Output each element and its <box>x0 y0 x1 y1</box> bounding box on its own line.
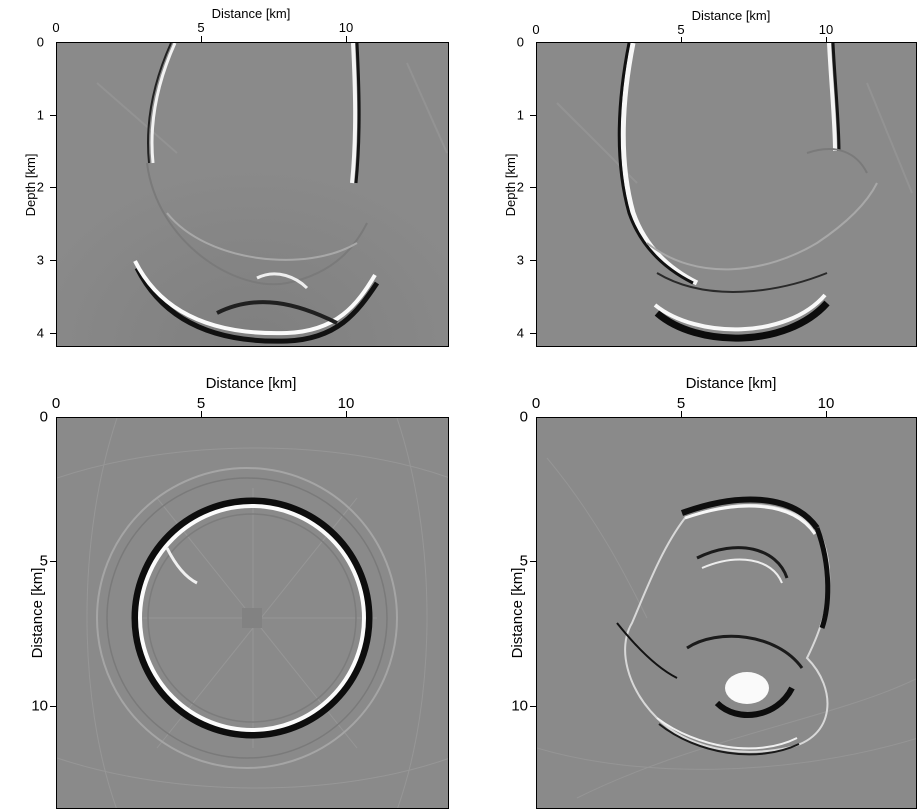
x-tick-mark <box>681 411 682 417</box>
y-tick-label: 5 <box>39 552 48 570</box>
y-tick-label: 2 <box>516 179 524 195</box>
x-axis-label: Distance [km] <box>685 375 777 392</box>
y-tick-mark <box>530 260 536 261</box>
x-tick-label: 0 <box>531 395 541 412</box>
y-tick-label: 1 <box>36 107 44 123</box>
y-axis-label: Distance [km] <box>508 567 526 659</box>
x-axis-label: Distance [km] <box>211 6 291 21</box>
x-tick-label: 10 <box>338 20 354 35</box>
x-axis-label: Distance [km] <box>205 375 297 392</box>
y-tick-label: 4 <box>36 325 44 341</box>
y-tick-mark <box>50 115 56 116</box>
y-tick-mark <box>530 561 536 562</box>
y-tick-mark <box>530 333 536 334</box>
depth-slice-bottom-right <box>536 417 917 809</box>
x-tick-label: 5 <box>676 395 686 412</box>
y-tick-label: 10 <box>31 697 48 715</box>
x-tick-mark <box>826 37 827 43</box>
x-tick-label: 10 <box>818 22 834 37</box>
x-tick-label: 10 <box>817 395 835 412</box>
x-tick-mark <box>346 36 347 42</box>
x-tick-mark <box>681 37 682 43</box>
x-tick-label: 0 <box>52 20 60 35</box>
y-tick-label: 0 <box>519 408 528 426</box>
y-tick-mark <box>50 706 56 707</box>
depth-slice-bottom-left <box>56 417 449 809</box>
y-tick-mark <box>50 260 56 261</box>
x-tick-label: 5 <box>677 22 685 37</box>
x-tick-label: 5 <box>196 395 206 412</box>
x-tick-label: 10 <box>337 395 355 412</box>
y-axis-label: Distance [km] <box>28 567 46 659</box>
y-tick-label: 0 <box>36 34 44 50</box>
y-tick-label: 0 <box>516 34 524 50</box>
x-tick-mark <box>826 411 827 417</box>
y-tick-label: 5 <box>519 552 528 570</box>
y-tick-label: 4 <box>516 325 524 341</box>
y-tick-label: 3 <box>36 252 44 268</box>
x-axis-label: Distance [km] <box>691 8 771 23</box>
x-tick-mark <box>201 411 202 417</box>
x-tick-label: 0 <box>532 22 540 37</box>
x-tick-mark <box>201 36 202 42</box>
y-tick-mark <box>50 561 56 562</box>
y-tick-label: 2 <box>36 179 44 195</box>
y-tick-label: 1 <box>516 107 524 123</box>
y-tick-label: 3 <box>516 252 524 268</box>
seismic-image-top-right <box>536 42 917 347</box>
seismic-image-top-left <box>56 42 449 347</box>
y-tick-mark <box>50 187 56 188</box>
x-tick-label: 5 <box>197 20 205 35</box>
y-tick-mark <box>530 187 536 188</box>
y-tick-label: 0 <box>39 408 48 426</box>
x-tick-mark <box>346 411 347 417</box>
x-tick-label: 0 <box>51 395 61 412</box>
y-tick-label: 10 <box>511 697 528 715</box>
y-tick-mark <box>530 706 536 707</box>
y-tick-mark <box>50 333 56 334</box>
y-tick-mark <box>530 115 536 116</box>
